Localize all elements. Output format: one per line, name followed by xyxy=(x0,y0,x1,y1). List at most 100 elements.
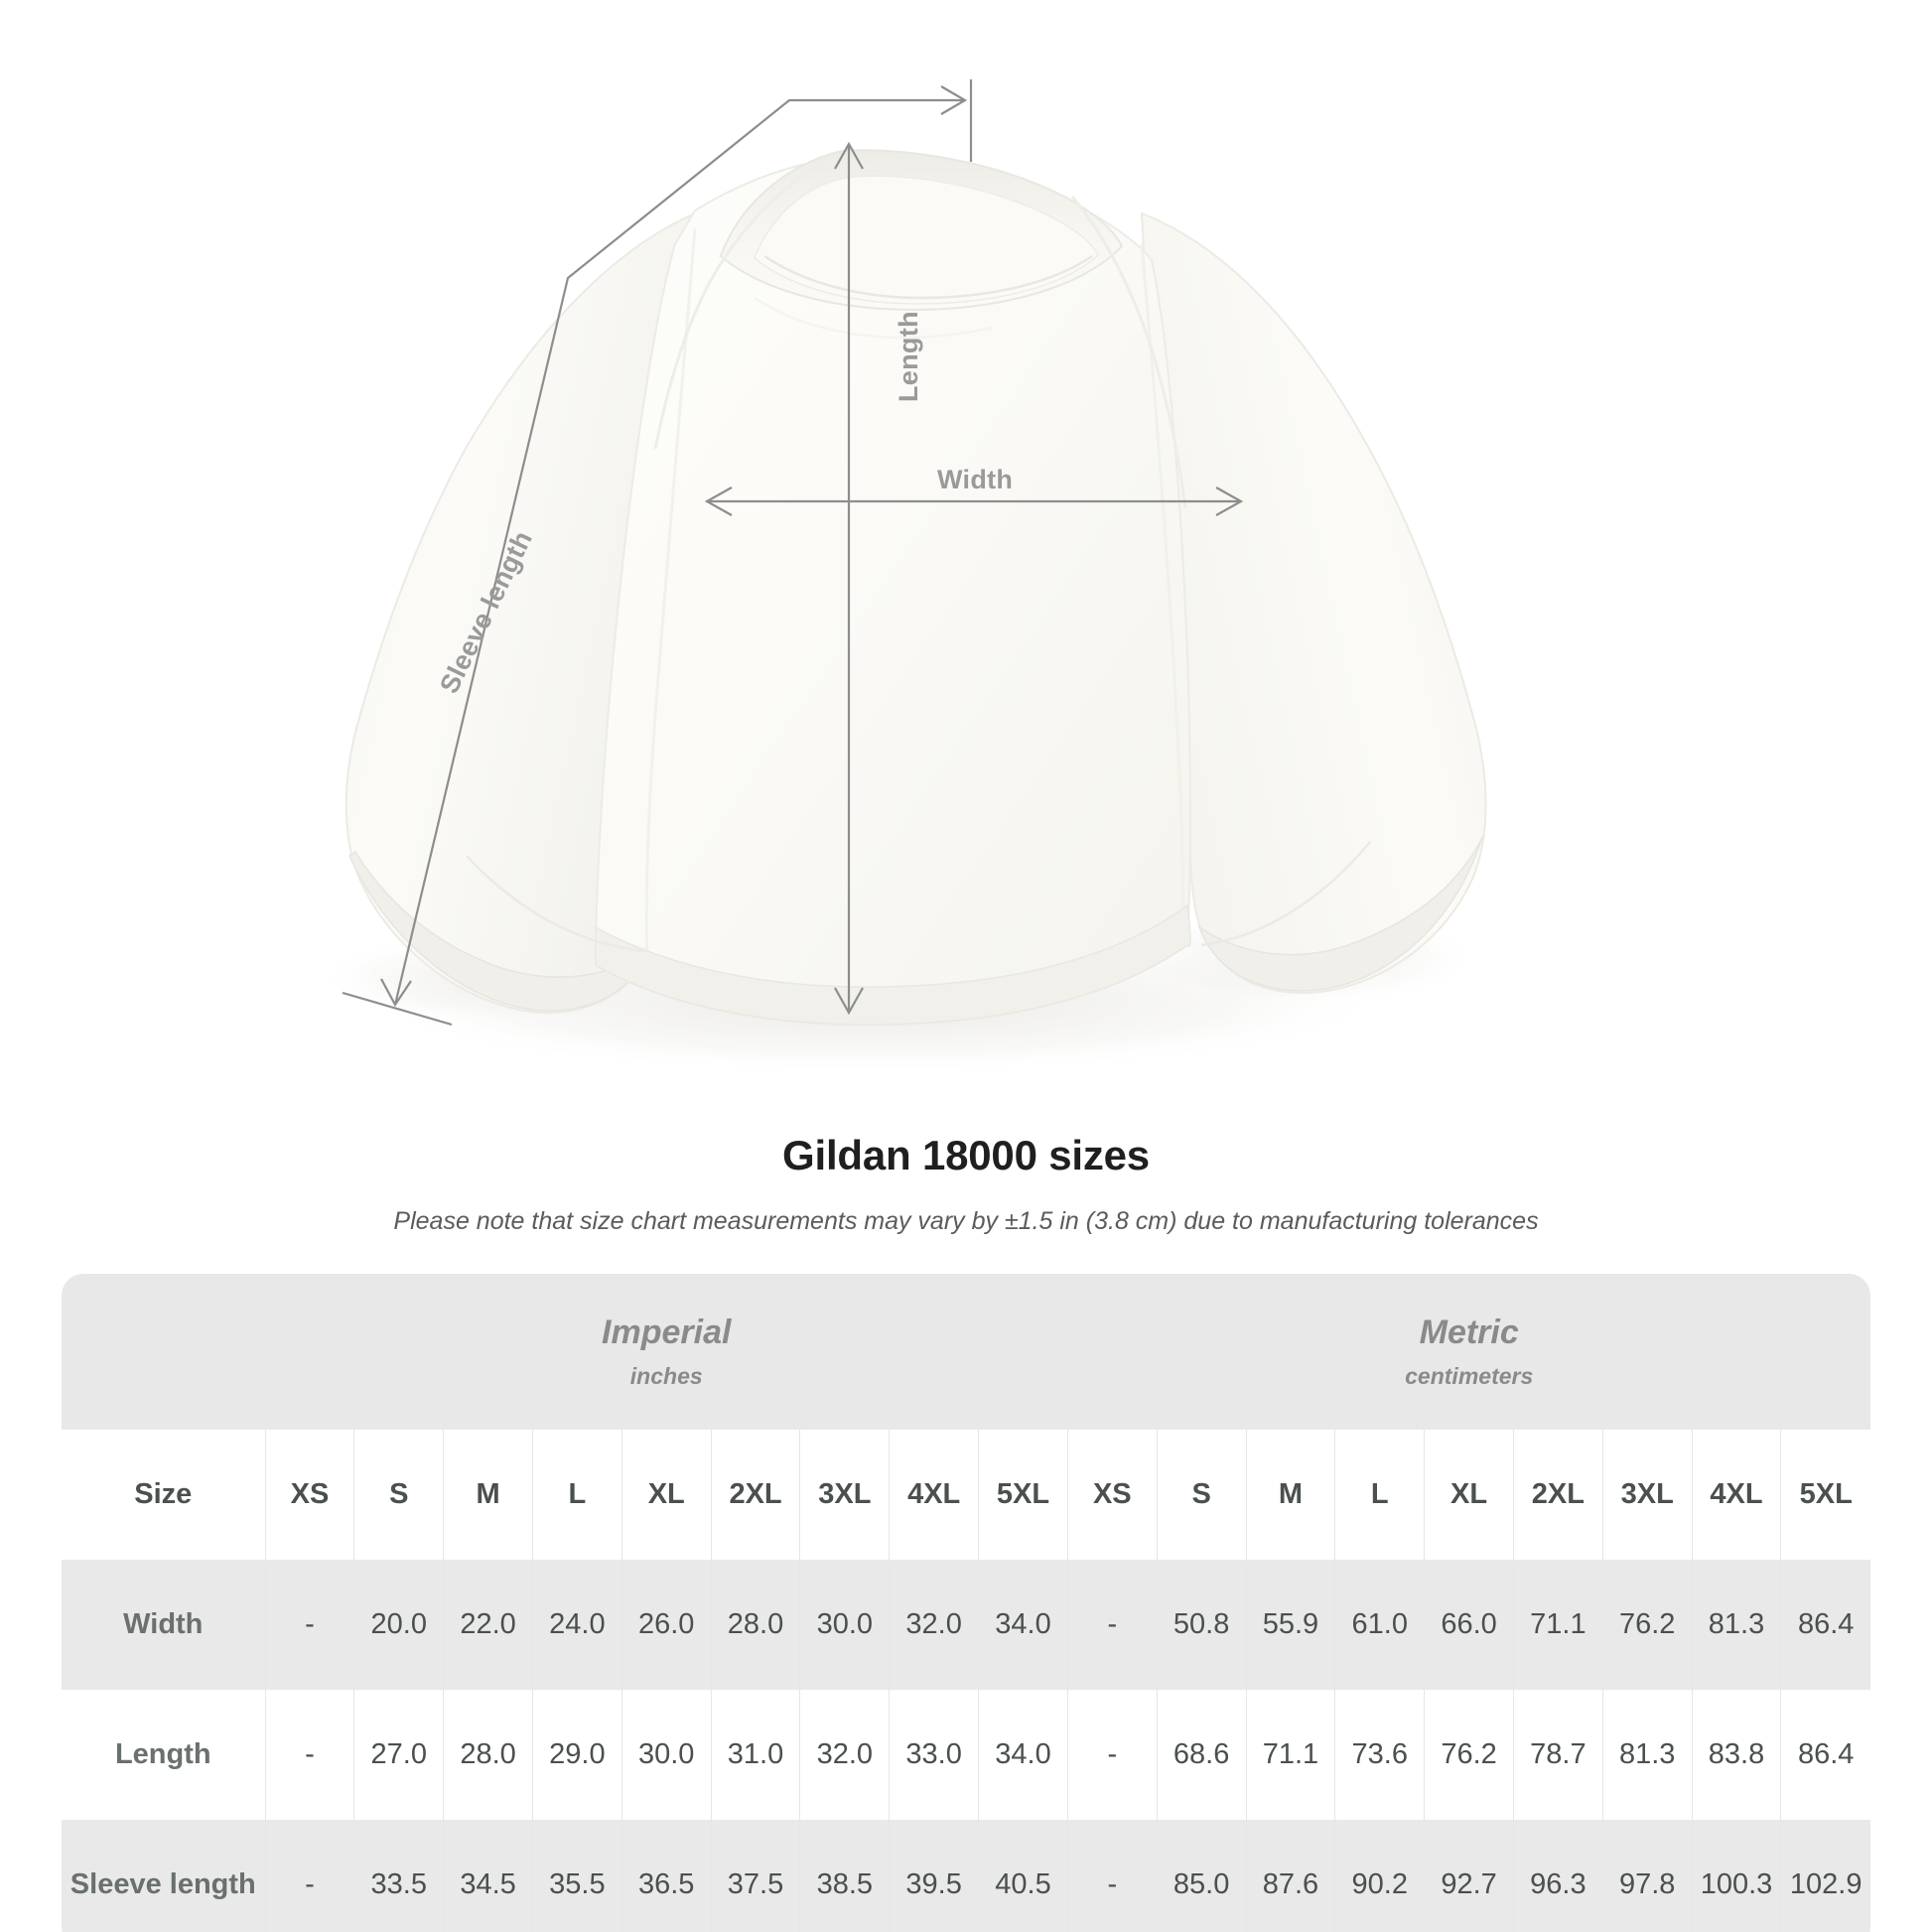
table-row: Length - 27.0 28.0 29.0 30.0 31.0 32.0 3… xyxy=(62,1690,1870,1820)
cell-sleeve-metric-xs: - xyxy=(1066,1820,1158,1932)
cell-sleeve-metric-4xl: 100.3 xyxy=(1691,1820,1781,1932)
cell-length-imperial-3xl: 32.0 xyxy=(799,1690,890,1820)
row-label-width: Width xyxy=(62,1560,266,1690)
size-col-imperial-5xl: 5XL xyxy=(978,1430,1068,1560)
cell-sleeve-imperial-4xl: 39.5 xyxy=(889,1820,979,1932)
cell-length-imperial-4xl: 33.0 xyxy=(889,1690,979,1820)
size-col-metric-m: M xyxy=(1245,1430,1335,1560)
tolerance-note: Please note that size chart measurements… xyxy=(393,1207,1539,1236)
cell-length-metric-s: 68.6 xyxy=(1156,1690,1247,1820)
cell-length-imperial-2xl: 31.0 xyxy=(710,1690,800,1820)
cell-width-metric-s: 50.8 xyxy=(1156,1560,1247,1690)
sleeve-arrow-head-top xyxy=(940,85,968,115)
size-col-imperial-4xl: 4XL xyxy=(889,1430,979,1560)
cell-length-metric-xs: - xyxy=(1066,1690,1158,1820)
cell-width-metric-4xl: 81.3 xyxy=(1691,1560,1781,1690)
cell-width-imperial-s: 20.0 xyxy=(353,1560,444,1690)
cell-sleeve-imperial-s: 33.5 xyxy=(353,1820,444,1932)
cell-length-imperial-s: 27.0 xyxy=(353,1690,444,1820)
length-arrow-head-bottom xyxy=(834,987,864,1016)
unit-group-metric-name: Metric xyxy=(1419,1312,1519,1351)
cell-width-imperial-xs: - xyxy=(264,1560,354,1690)
cell-sleeve-metric-2xl: 96.3 xyxy=(1512,1820,1603,1932)
size-col-metric-s: S xyxy=(1156,1430,1247,1560)
length-arrow-head-top xyxy=(834,141,864,170)
cell-length-metric-l: 73.6 xyxy=(1334,1690,1425,1820)
cell-sleeve-imperial-xs: - xyxy=(264,1820,354,1932)
cell-width-imperial-l: 24.0 xyxy=(532,1560,622,1690)
size-col-metric-2xl: 2XL xyxy=(1512,1430,1603,1560)
cell-sleeve-metric-xl: 92.7 xyxy=(1424,1820,1514,1932)
cell-length-imperial-xs: - xyxy=(264,1690,354,1820)
row-label-length: Length xyxy=(62,1690,266,1820)
cell-width-metric-5xl: 86.4 xyxy=(1780,1560,1870,1690)
unit-header-spacer xyxy=(62,1274,266,1430)
length-dimension-label: Length xyxy=(894,311,923,402)
cell-sleeve-imperial-2xl: 37.5 xyxy=(710,1820,800,1932)
cell-width-imperial-3xl: 30.0 xyxy=(799,1560,890,1690)
cell-sleeve-metric-l: 90.2 xyxy=(1334,1820,1425,1932)
size-header-row: Size XS S M L XL 2XL 3XL 4XL 5XL XS S M … xyxy=(62,1430,1870,1560)
size-col-metric-4xl: 4XL xyxy=(1691,1430,1781,1560)
sleeve-guide-line xyxy=(393,98,965,1006)
cell-length-imperial-l: 29.0 xyxy=(532,1690,622,1820)
page-title: Gildan 18000 sizes xyxy=(782,1132,1150,1178)
size-col-metric-xs: XS xyxy=(1066,1430,1158,1560)
size-col-metric-l: L xyxy=(1334,1430,1425,1560)
width-dimension-label: Width xyxy=(937,465,1014,494)
cell-width-metric-xs: - xyxy=(1066,1560,1158,1690)
size-col-imperial-m: M xyxy=(443,1430,533,1560)
unit-group-metric: Metric centimeters xyxy=(1067,1274,1870,1430)
cell-width-imperial-xl: 26.0 xyxy=(621,1560,712,1690)
cell-sleeve-imperial-3xl: 38.5 xyxy=(799,1820,890,1932)
unit-group-imperial: Imperial inches xyxy=(265,1274,1068,1430)
cell-length-metric-3xl: 81.3 xyxy=(1601,1690,1693,1820)
size-col-imperial-xl: XL xyxy=(621,1430,712,1560)
cell-sleeve-metric-m: 87.6 xyxy=(1245,1820,1335,1932)
cell-width-metric-2xl: 71.1 xyxy=(1512,1560,1603,1690)
cell-sleeve-metric-3xl: 97.8 xyxy=(1601,1820,1693,1932)
cell-sleeve-metric-5xl: 102.9 xyxy=(1780,1820,1870,1932)
sleeve-tick-bottom xyxy=(342,991,453,1027)
cell-width-metric-xl: 66.0 xyxy=(1424,1560,1514,1690)
table-row: Sleeve length - 33.5 34.5 35.5 36.5 37.5… xyxy=(62,1820,1870,1932)
size-col-metric-5xl: 5XL xyxy=(1780,1430,1870,1560)
cell-length-metric-5xl: 86.4 xyxy=(1780,1690,1870,1820)
cell-length-imperial-5xl: 34.0 xyxy=(978,1690,1068,1820)
cell-length-imperial-xl: 30.0 xyxy=(621,1690,712,1820)
unit-group-header-row: Imperial inches Metric centimeters xyxy=(62,1274,1870,1430)
sweatshirt-diagram xyxy=(318,79,1487,1074)
size-col-imperial-s: S xyxy=(353,1430,444,1560)
title-block: Gildan 18000 sizes Please note that size… xyxy=(0,1132,1932,1238)
cell-width-imperial-2xl: 28.0 xyxy=(710,1560,800,1690)
size-header-label: Size xyxy=(62,1430,266,1560)
cell-sleeve-imperial-5xl: 40.5 xyxy=(978,1820,1068,1932)
size-table: Imperial inches Metric centimeters Size … xyxy=(62,1274,1870,1932)
cell-length-metric-4xl: 83.8 xyxy=(1691,1690,1781,1820)
cell-width-metric-l: 61.0 xyxy=(1334,1560,1425,1690)
cell-length-metric-2xl: 78.7 xyxy=(1512,1690,1603,1820)
size-table-container: Imperial inches Metric centimeters Size … xyxy=(62,1274,1870,1932)
cell-sleeve-imperial-l: 35.5 xyxy=(532,1820,622,1932)
size-col-metric-xl: XL xyxy=(1424,1430,1514,1560)
sleeve-arrow-head-bottom xyxy=(380,978,412,1008)
width-arrow-head-right xyxy=(1215,486,1244,516)
cell-sleeve-metric-s: 85.0 xyxy=(1156,1820,1247,1932)
width-arrow-head-left xyxy=(704,486,733,516)
cell-width-imperial-5xl: 34.0 xyxy=(978,1560,1068,1690)
table-row: Width - 20.0 22.0 24.0 26.0 28.0 30.0 32… xyxy=(62,1560,1870,1690)
size-col-imperial-2xl: 2XL xyxy=(710,1430,800,1560)
cell-sleeve-imperial-xl: 36.5 xyxy=(621,1820,712,1932)
cell-width-imperial-m: 22.0 xyxy=(443,1560,533,1690)
unit-group-imperial-sub: inches xyxy=(629,1363,703,1390)
size-col-metric-3xl: 3XL xyxy=(1601,1430,1693,1560)
cell-length-imperial-m: 28.0 xyxy=(443,1690,533,1820)
size-col-imperial-xs: XS xyxy=(264,1430,354,1560)
cell-sleeve-imperial-m: 34.5 xyxy=(443,1820,533,1932)
garment-illustration: Length Width Sleeve length xyxy=(318,79,1487,1074)
row-label-sleeve-length: Sleeve length xyxy=(62,1820,266,1932)
size-col-imperial-l: L xyxy=(532,1430,622,1560)
measurement-guides xyxy=(342,79,1244,1027)
cell-length-metric-m: 71.1 xyxy=(1245,1690,1335,1820)
